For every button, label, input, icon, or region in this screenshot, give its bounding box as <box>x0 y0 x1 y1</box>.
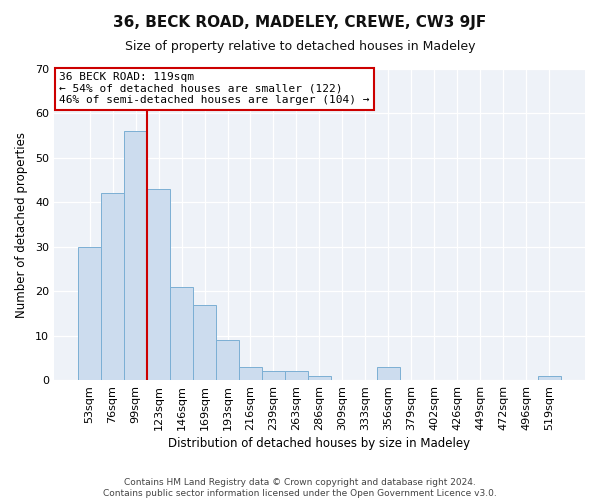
Bar <box>239 366 262 380</box>
Text: 36 BECK ROAD: 119sqm
← 54% of detached houses are smaller (122)
46% of semi-deta: 36 BECK ROAD: 119sqm ← 54% of detached h… <box>59 72 370 106</box>
Bar <box>308 376 331 380</box>
Text: Contains HM Land Registry data © Crown copyright and database right 2024.
Contai: Contains HM Land Registry data © Crown c… <box>103 478 497 498</box>
Bar <box>124 131 147 380</box>
Text: 36, BECK ROAD, MADELEY, CREWE, CW3 9JF: 36, BECK ROAD, MADELEY, CREWE, CW3 9JF <box>113 15 487 30</box>
Bar <box>377 366 400 380</box>
Bar <box>285 371 308 380</box>
Bar <box>170 286 193 380</box>
Bar <box>101 194 124 380</box>
Bar <box>216 340 239 380</box>
Text: Size of property relative to detached houses in Madeley: Size of property relative to detached ho… <box>125 40 475 53</box>
Bar <box>262 371 285 380</box>
X-axis label: Distribution of detached houses by size in Madeley: Distribution of detached houses by size … <box>169 437 470 450</box>
Bar <box>78 247 101 380</box>
Y-axis label: Number of detached properties: Number of detached properties <box>15 132 28 318</box>
Bar <box>147 189 170 380</box>
Bar <box>193 304 216 380</box>
Bar <box>538 376 561 380</box>
